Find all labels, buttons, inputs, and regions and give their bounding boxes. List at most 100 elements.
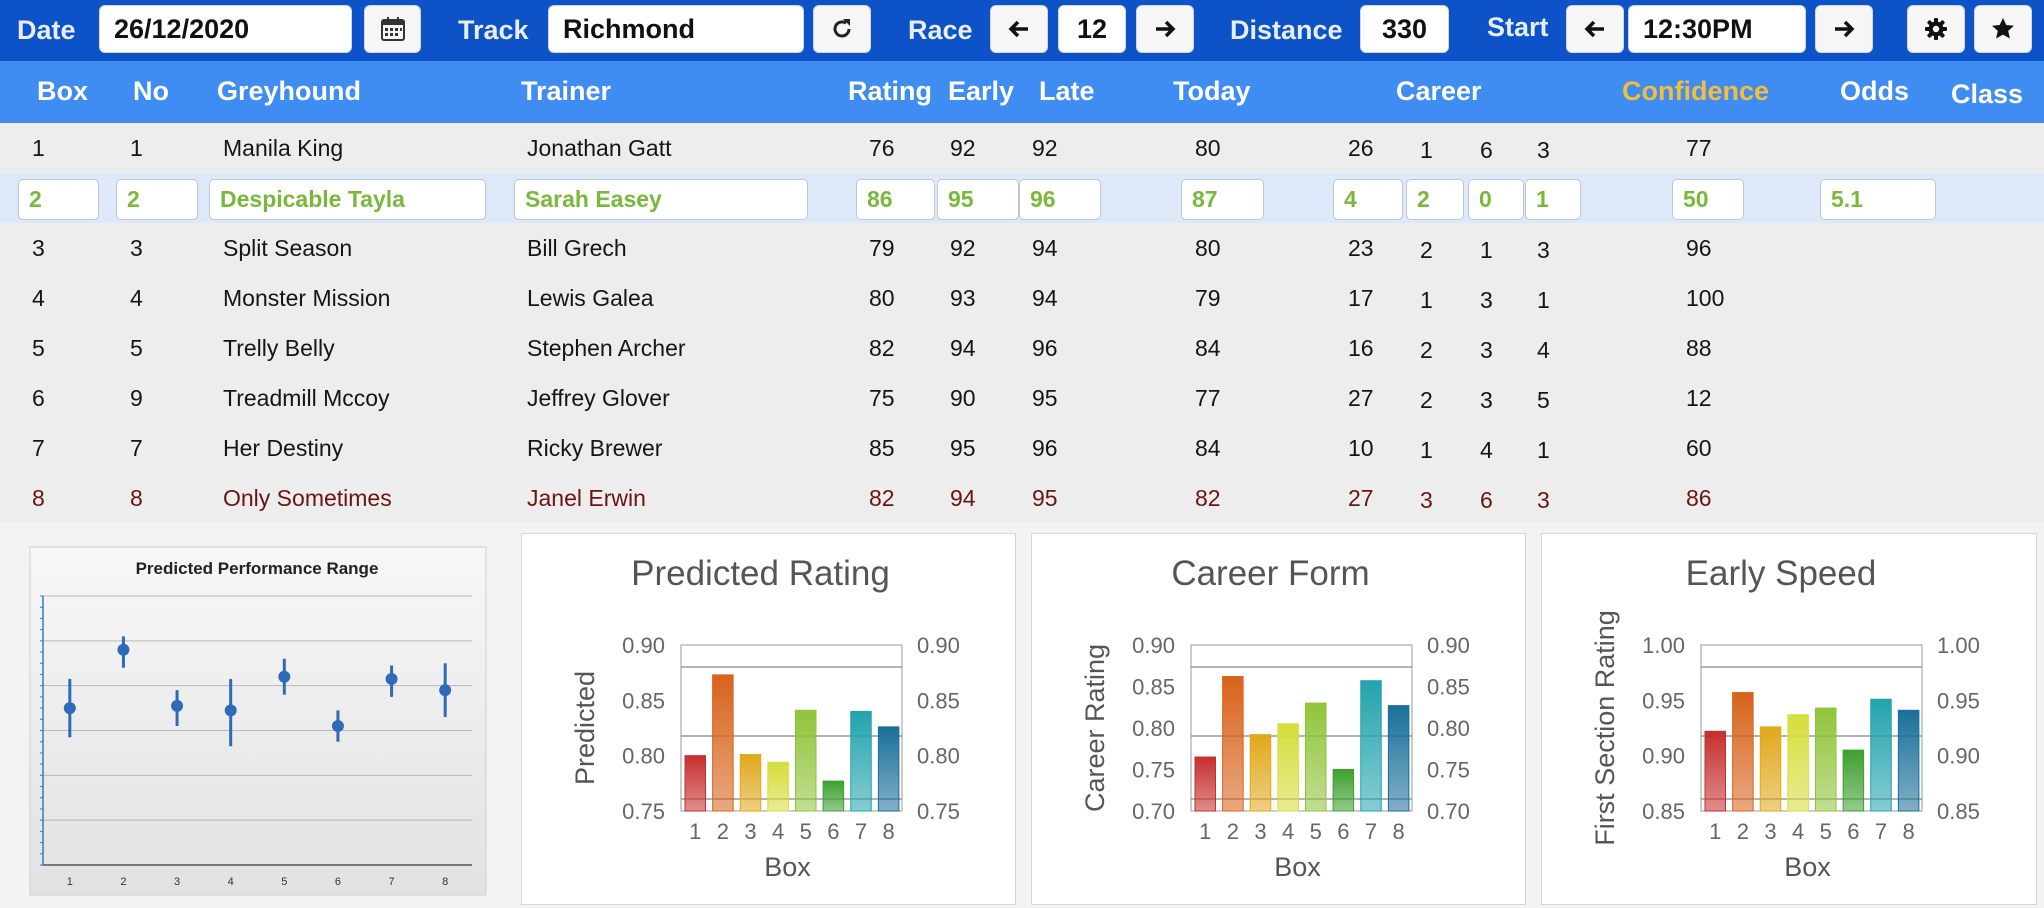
range-x-tick-label: 8 bbox=[442, 876, 448, 888]
header-confidence[interactable]: Confidence bbox=[1622, 76, 1770, 106]
selected-career-starts-cell[interactable]: 4 bbox=[1333, 179, 1403, 220]
selected-confidence-cell[interactable]: 50 bbox=[1672, 179, 1744, 220]
today-cell: 84 bbox=[1195, 335, 1221, 361]
header-late[interactable]: Late bbox=[1039, 76, 1095, 106]
header-today[interactable]: Today bbox=[1173, 76, 1251, 106]
predicted-rating-panel: Predicted Rating 0.90 0.90 0.85 0.85 0.80 0.80… bbox=[521, 533, 1016, 905]
confidence-cell: 100 bbox=[1686, 285, 1725, 311]
range-x-tick-label: 2 bbox=[120, 876, 126, 888]
selected-no-cell[interactable]: 2 bbox=[116, 179, 198, 220]
selected-career-wins-cell[interactable]: 2 bbox=[1406, 179, 1464, 220]
selected-early-cell[interactable]: 95 bbox=[937, 179, 1019, 220]
x-tick-label: 1 bbox=[1709, 819, 1721, 844]
header-career[interactable]: Career bbox=[1396, 76, 1482, 106]
career-thirds-cell: 5 bbox=[1537, 387, 1550, 413]
y-axis-label: Career Rating bbox=[1080, 644, 1110, 812]
bar-box-3 bbox=[1759, 726, 1782, 812]
career-wins-cell: 2 bbox=[1420, 337, 1433, 363]
table-row[interactable]: 2 2 Despicable Tayla Sarah Easey 86 95 96 87 4 2 0… bbox=[0, 173, 2044, 223]
header-odds[interactable]: Odds bbox=[1840, 76, 1910, 106]
header-box[interactable]: Box bbox=[37, 76, 89, 106]
table-row[interactable]: 6 9 Treadmill Mccoy Jeffrey Glover 75 90 95 77 2… bbox=[0, 373, 2044, 423]
selected-greyhound-cell[interactable]: Despicable Tayla bbox=[209, 179, 486, 220]
table-row[interactable]: 1 1 Manila King Jonathan Gatt 76 92 92 80 26 1 6 3 7… bbox=[0, 123, 2044, 173]
track-field[interactable]: Richmond bbox=[548, 5, 804, 53]
race-label: Race bbox=[908, 15, 973, 45]
race-field[interactable]: 12 bbox=[1058, 5, 1126, 53]
date-field[interactable]: 26/12/2020 bbox=[99, 5, 352, 53]
start-time-field[interactable]: 12:30PM bbox=[1628, 5, 1806, 53]
bar-box-3 bbox=[739, 754, 762, 812]
selected-late-cell[interactable]: 96 bbox=[1019, 179, 1101, 220]
trainer-cell: Jonathan Gatt bbox=[527, 135, 672, 161]
header-class[interactable]: Class bbox=[1951, 79, 2024, 109]
today-cell: 82 bbox=[1195, 485, 1221, 511]
bar-box-3 bbox=[1249, 734, 1272, 812]
favorite-button[interactable] bbox=[1974, 5, 2032, 53]
range-chart-title: Predicted Performance Range bbox=[136, 559, 379, 578]
rating-cell: 76 bbox=[869, 135, 895, 161]
bar-box-5 bbox=[795, 709, 817, 812]
arrow-left-icon bbox=[1008, 20, 1028, 38]
no-cell: 4 bbox=[130, 285, 143, 311]
race-prev-button[interactable] bbox=[990, 5, 1048, 53]
career-thirds-cell: 1 bbox=[1537, 437, 1550, 463]
header-rating[interactable]: Rating bbox=[848, 76, 932, 106]
career-seconds-cell: 6 bbox=[1480, 487, 1493, 513]
rating-cell: 80 bbox=[869, 285, 895, 311]
header-early[interactable]: Early bbox=[948, 76, 1015, 106]
range-point bbox=[439, 684, 452, 697]
late-cell: 94 bbox=[1032, 285, 1058, 311]
bar-box-4 bbox=[1277, 723, 1299, 812]
header-greyhound[interactable]: Greyhound bbox=[217, 76, 362, 106]
bar-box-8 bbox=[1387, 705, 1410, 812]
table-row[interactable]: 7 7 Her Destiny Ricky Brewer 85 95 96 84 10 1 4 1 60 bbox=[0, 423, 2044, 473]
selected-odds-cell[interactable]: 5.1 bbox=[1820, 179, 1936, 220]
start-next-button[interactable] bbox=[1815, 5, 1873, 53]
x-tick-label: 5 bbox=[1310, 819, 1322, 844]
distance-field[interactable]: 330 bbox=[1360, 5, 1449, 53]
late-cell: 94 bbox=[1032, 235, 1058, 261]
career-form-panel: Career Form 0.90 0.90 0.85 0.85 0.80 0.80 0.75 0… bbox=[1031, 533, 1526, 905]
x-tick-label: 1 bbox=[689, 819, 701, 844]
refresh-button[interactable] bbox=[813, 5, 871, 53]
arrow-right-icon bbox=[1156, 20, 1176, 38]
start-prev-button[interactable] bbox=[1566, 5, 1624, 53]
y2-tick-label: 0.90 bbox=[1427, 633, 1470, 658]
range-x-tick-label: 5 bbox=[281, 876, 287, 888]
settings-button[interactable] bbox=[1907, 5, 1965, 53]
table-row[interactable]: 3 3 Split Season Bill Grech 79 92 94 80 23 2 1 3 96 bbox=[0, 223, 2044, 273]
header-no[interactable]: No bbox=[133, 76, 169, 106]
selected-trainer-cell[interactable]: Sarah Easey bbox=[514, 179, 808, 220]
career-seconds-cell: 3 bbox=[1480, 287, 1493, 313]
table-row[interactable]: 4 4 Monster Mission Lewis Galea 80 93 94 79 17 1 3… bbox=[0, 273, 2044, 323]
no-cell: 1 bbox=[130, 135, 143, 161]
career-starts-cell: 23 bbox=[1348, 235, 1374, 261]
no-cell: 8 bbox=[130, 485, 143, 511]
selected-today-cell[interactable]: 87 bbox=[1181, 179, 1264, 220]
box-cell: 8 bbox=[32, 485, 45, 511]
x-tick-label: 7 bbox=[1365, 819, 1377, 844]
plot-frame bbox=[1190, 644, 1413, 812]
range-point bbox=[63, 702, 76, 715]
early-speed-panel: Early Speed 1.00 1.00 0.95 0.95 0.90 0.90 0.85 0… bbox=[1541, 533, 2037, 905]
x-tick-label: 4 bbox=[772, 819, 784, 844]
header-trainer[interactable]: Trainer bbox=[521, 76, 612, 106]
selected-rating-cell[interactable]: 86 bbox=[856, 179, 935, 220]
selected-career-seconds-cell[interactable]: 0 bbox=[1468, 179, 1524, 220]
x-tick-label: 6 bbox=[827, 819, 839, 844]
bar-box-6 bbox=[1332, 769, 1355, 812]
selected-box-cell[interactable]: 2 bbox=[18, 179, 99, 220]
race-next-button[interactable] bbox=[1136, 5, 1194, 53]
y-tick-label: 0.80 bbox=[1132, 716, 1175, 741]
career-form-chart: Career Form 0.90 0.90 0.85 0.85 0.80 0.80 0.75 0… bbox=[1080, 554, 1470, 882]
calendar-button[interactable] bbox=[364, 5, 421, 53]
range-chart-frame bbox=[29, 546, 487, 896]
table-row[interactable]: 8 8 Only Sometimes Janel Erwin 82 94 95 82 27 3 6 3… bbox=[0, 473, 2044, 523]
early-cell: 92 bbox=[950, 235, 976, 261]
bar-box-7 bbox=[1870, 698, 1892, 812]
confidence-cell: 86 bbox=[1686, 485, 1712, 511]
table-row[interactable]: 5 5 Trelly Belly Stephen Archer 82 94 96 84 16 2 3… bbox=[0, 323, 2044, 373]
selected-career-thirds-cell[interactable]: 1 bbox=[1525, 179, 1581, 220]
